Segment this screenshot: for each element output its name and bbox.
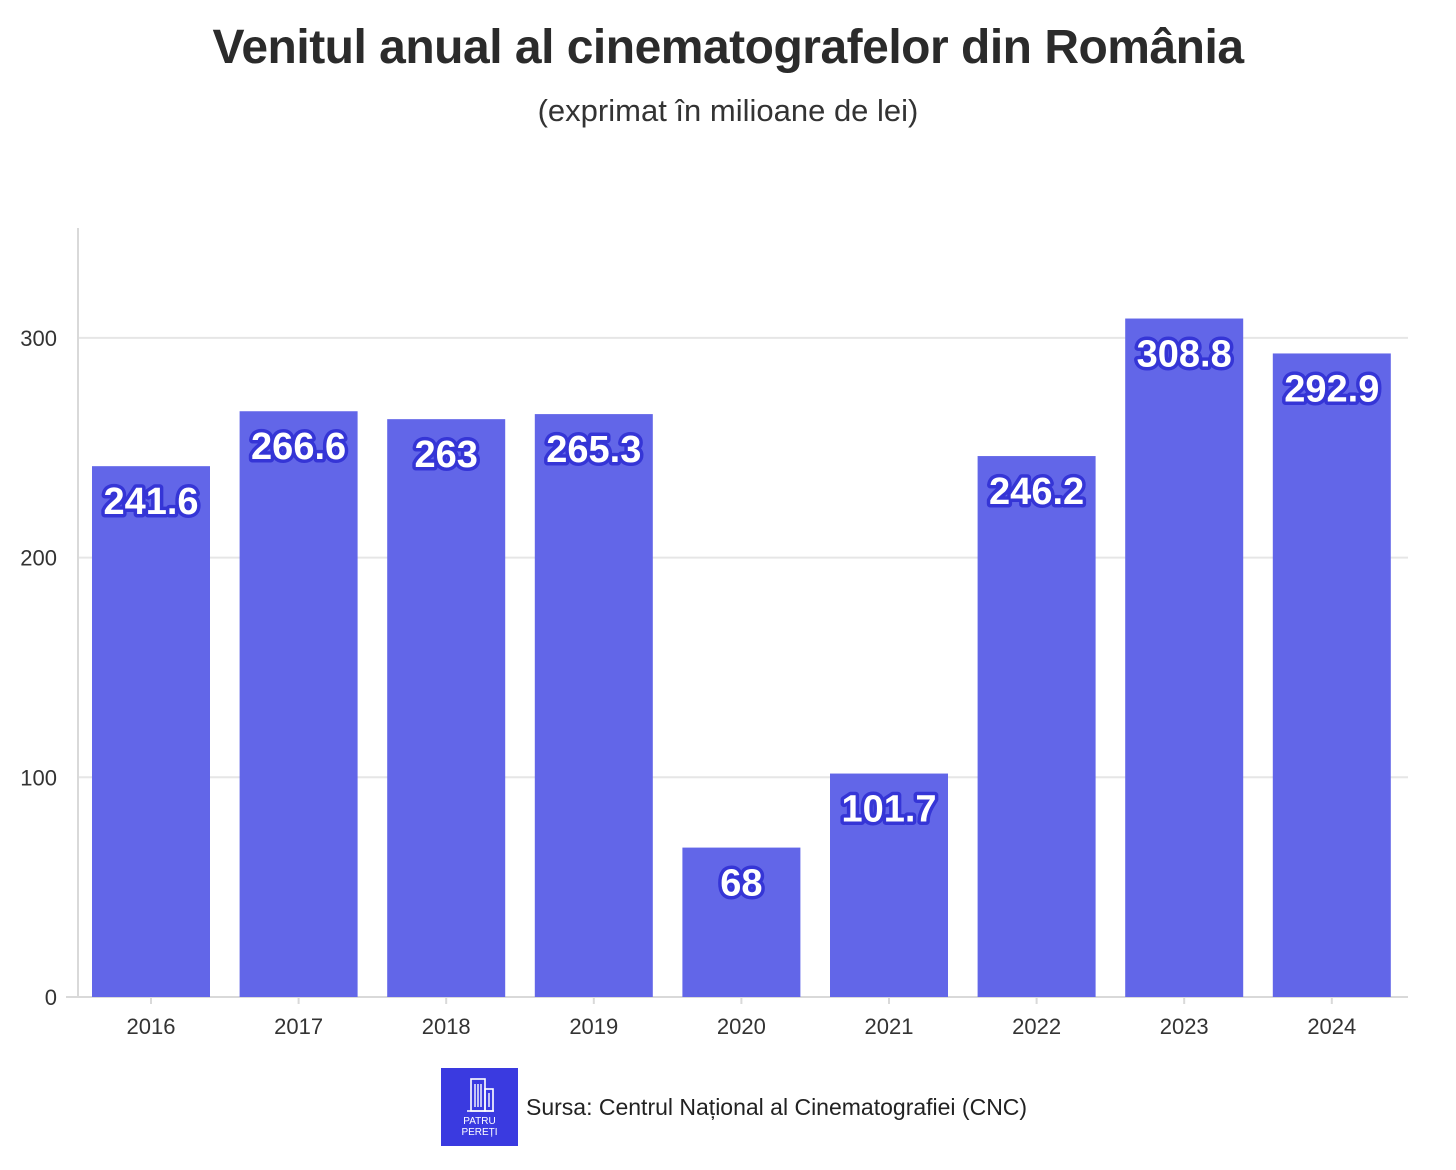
x-tick-labels: 2016 2017 2018 2019 2020 2021 2022 2023 2024	[127, 1014, 1357, 1039]
x-tick-label: 2024	[1307, 1014, 1356, 1039]
bar-value-label: 292.9	[1284, 368, 1379, 410]
y-tick-labels: 0 100 200 300	[20, 326, 57, 1010]
bar-2023	[1125, 318, 1244, 997]
bar-2017	[239, 411, 358, 997]
bar-2018	[387, 419, 506, 997]
chart-title: Venitul anual al cinematografelor din Ro…	[212, 21, 1244, 74]
footer: PATRU PEREȚI Sursa: Centrul Național al …	[441, 1068, 1027, 1146]
bar-2022	[977, 456, 1096, 997]
logo-text: PATRU PEREȚI	[461, 1115, 498, 1138]
chart-subtitle: (exprimat în milioane de lei)	[537, 93, 919, 128]
bar-2016	[92, 466, 210, 997]
bar-value-labels: 241.6 266.6 263 265.3 68 101.7 246.2 308.8 292.9	[100, 330, 1383, 908]
source-text: Sursa: Centrul Național al Cinematografi…	[526, 1093, 1028, 1120]
bar-value-label: 241.6	[103, 481, 198, 523]
x-tick-label: 2017	[274, 1014, 323, 1039]
bar-value-label: 246.2	[989, 471, 1084, 513]
x-tick-label: 2021	[865, 1014, 914, 1039]
x-tick-label: 2020	[717, 1014, 766, 1039]
bar-value-label: 68	[720, 863, 762, 905]
bar-value-label: 263	[414, 434, 477, 476]
bar-value-label: 265.3	[546, 429, 641, 471]
bar-2020	[682, 847, 801, 997]
x-tick-label: 2019	[569, 1014, 618, 1039]
building-icon	[466, 1077, 494, 1112]
bar-value-label: 266.6	[251, 426, 346, 468]
bar-2021	[830, 773, 948, 997]
y-tick-label: 0	[45, 985, 57, 1010]
x-tick-label: 2018	[422, 1014, 471, 1039]
y-tick-label: 100	[20, 765, 57, 790]
bar-2024	[1272, 353, 1391, 997]
bar-2019	[534, 414, 653, 997]
x-tick-label: 2023	[1160, 1014, 1209, 1039]
y-tick-label: 300	[20, 326, 57, 351]
bar-value-label: 308.8	[1137, 334, 1232, 376]
x-tick-label: 2016	[127, 1014, 176, 1039]
bar-value-label: 101.7	[841, 789, 936, 831]
patru-pereti-logo: PATRU PEREȚI	[441, 1068, 518, 1146]
x-tick-label: 2022	[1012, 1014, 1061, 1039]
bars	[92, 318, 1391, 997]
bar-chart: 241.6 266.6 263 265.3 68 101.7 246.2 308.8 292.9…	[20, 228, 1408, 1039]
y-tick-label: 200	[20, 546, 57, 571]
